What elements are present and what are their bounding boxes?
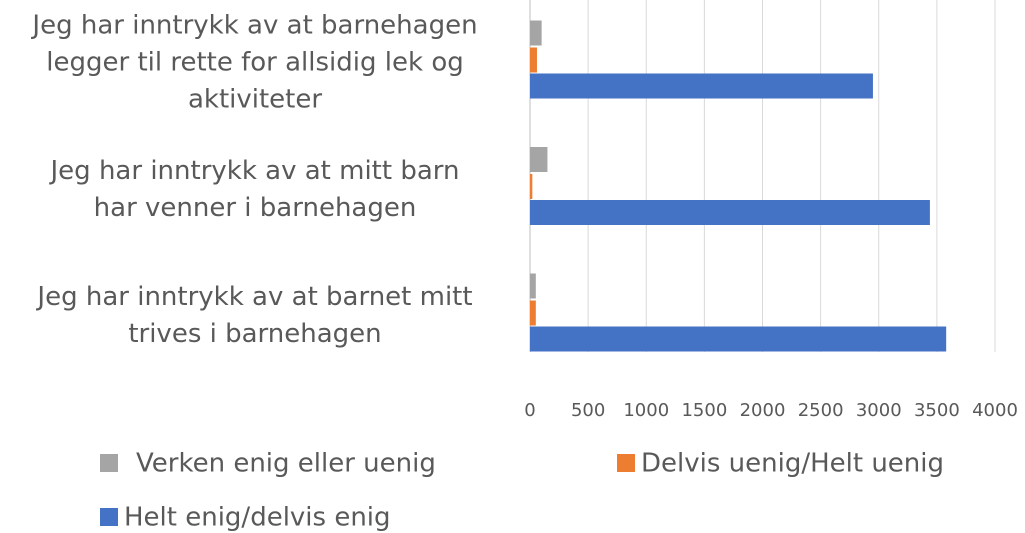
bar	[530, 73, 873, 99]
bar	[530, 47, 537, 73]
bar	[530, 273, 536, 299]
legend-label: Verken enig eller uenig	[136, 449, 436, 479]
category-label: Jeg har inntrykk av at barnehagen legger…	[32, 10, 478, 115]
legend-label: Helt enig/delvis enig	[124, 503, 391, 533]
category-label: Jeg har inntrykk av at barnet mitt trive…	[37, 282, 473, 349]
x-tick-label: 2000	[740, 400, 786, 421]
legend-label: Delvis uenig/Helt uenig	[641, 449, 944, 479]
category-label: Jeg har inntrykk av at mitt barn har ven…	[50, 155, 460, 223]
bar	[530, 326, 947, 352]
bar	[530, 20, 542, 46]
x-tick-label: 4000	[972, 400, 1018, 421]
legend-swatch	[100, 454, 118, 472]
x-tick-label: 3000	[856, 400, 902, 421]
bar	[530, 200, 930, 225]
legend-swatch	[617, 454, 635, 472]
legend-swatch	[100, 508, 118, 526]
x-tick-label: 0	[524, 400, 535, 421]
bar	[530, 174, 533, 199]
x-tick-label: 500	[571, 400, 605, 421]
bar	[530, 300, 536, 326]
x-tick-label: 2500	[798, 400, 844, 421]
x-tick-label: 1500	[681, 400, 727, 421]
x-tick-label: 1000	[623, 400, 669, 421]
bar	[530, 147, 548, 172]
x-tick-label: 3500	[914, 400, 960, 421]
